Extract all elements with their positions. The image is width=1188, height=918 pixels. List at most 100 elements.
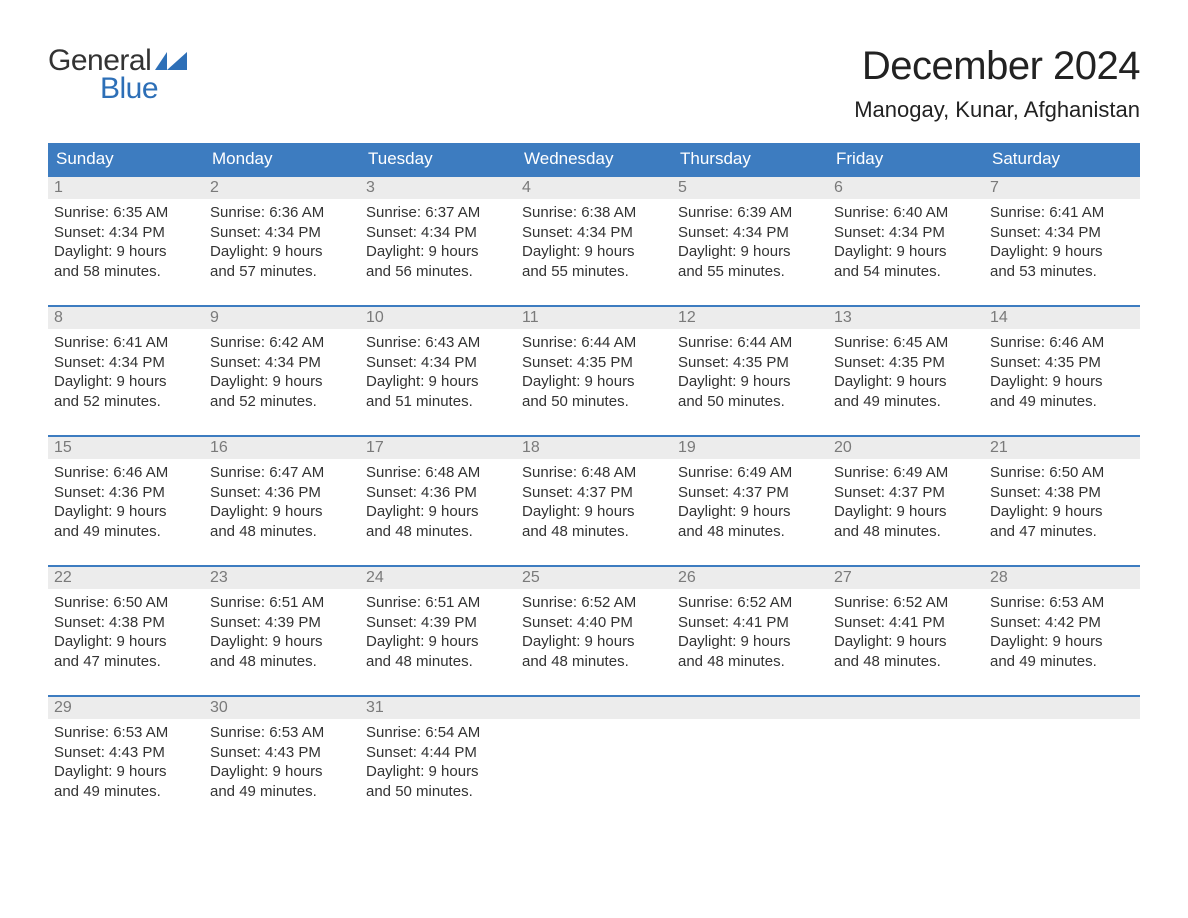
daylight-line2: and 48 minutes. [522, 652, 666, 672]
daylight-line2: and 52 minutes. [210, 392, 354, 412]
week-row: 891011121314Sunrise: 6:41 AMSunset: 4:34… [48, 305, 1140, 411]
daylight-line2: and 48 minutes. [834, 652, 978, 672]
day-number: 16 [204, 437, 360, 459]
day-cell: Sunrise: 6:46 AMSunset: 4:35 PMDaylight:… [984, 329, 1140, 411]
topbar: General Blue December 2024 Manogay, Kuna… [48, 44, 1140, 123]
daylight-line2: and 52 minutes. [54, 392, 198, 412]
day-cell: Sunrise: 6:47 AMSunset: 4:36 PMDaylight:… [204, 459, 360, 541]
daylight-line2: and 49 minutes. [990, 652, 1134, 672]
daylight-line1: Daylight: 9 hours [678, 632, 822, 652]
day-cell: Sunrise: 6:45 AMSunset: 4:35 PMDaylight:… [828, 329, 984, 411]
day-number: 11 [516, 307, 672, 329]
sunrise-text: Sunrise: 6:41 AM [54, 333, 198, 353]
day-cell: Sunrise: 6:39 AMSunset: 4:34 PMDaylight:… [672, 199, 828, 281]
week-row: 15161718192021Sunrise: 6:46 AMSunset: 4:… [48, 435, 1140, 541]
day-number: 31 [360, 697, 516, 719]
daylight-line2: and 48 minutes. [522, 522, 666, 542]
daylight-line1: Daylight: 9 hours [834, 502, 978, 522]
sunset-text: Sunset: 4:41 PM [834, 613, 978, 633]
day-number [672, 697, 828, 719]
sunset-text: Sunset: 4:35 PM [678, 353, 822, 373]
sunset-text: Sunset: 4:40 PM [522, 613, 666, 633]
daylight-line1: Daylight: 9 hours [990, 502, 1134, 522]
daylight-line1: Daylight: 9 hours [366, 502, 510, 522]
sunset-text: Sunset: 4:39 PM [366, 613, 510, 633]
day-number: 1 [48, 177, 204, 199]
daylight-line2: and 47 minutes. [990, 522, 1134, 542]
day-number: 21 [984, 437, 1140, 459]
day-number: 26 [672, 567, 828, 589]
sunset-text: Sunset: 4:34 PM [210, 223, 354, 243]
day-cell: Sunrise: 6:54 AMSunset: 4:44 PMDaylight:… [360, 719, 516, 801]
daylight-line1: Daylight: 9 hours [834, 372, 978, 392]
sunset-text: Sunset: 4:37 PM [522, 483, 666, 503]
sunrise-text: Sunrise: 6:39 AM [678, 203, 822, 223]
daylight-line1: Daylight: 9 hours [678, 502, 822, 522]
week-row: 293031Sunrise: 6:53 AMSunset: 4:43 PMDay… [48, 695, 1140, 801]
daylight-line1: Daylight: 9 hours [834, 242, 978, 262]
sunset-text: Sunset: 4:36 PM [54, 483, 198, 503]
day-number: 22 [48, 567, 204, 589]
daylight-line1: Daylight: 9 hours [54, 502, 198, 522]
sunset-text: Sunset: 4:38 PM [990, 483, 1134, 503]
sunset-text: Sunset: 4:39 PM [210, 613, 354, 633]
sunrise-text: Sunrise: 6:37 AM [366, 203, 510, 223]
daylight-line1: Daylight: 9 hours [678, 242, 822, 262]
day-number: 19 [672, 437, 828, 459]
daylight-line1: Daylight: 9 hours [366, 762, 510, 782]
sunrise-text: Sunrise: 6:40 AM [834, 203, 978, 223]
day-cell: Sunrise: 6:48 AMSunset: 4:36 PMDaylight:… [360, 459, 516, 541]
sunrise-text: Sunrise: 6:35 AM [54, 203, 198, 223]
weekday-header: Tuesday [360, 143, 516, 175]
daylight-line1: Daylight: 9 hours [990, 242, 1134, 262]
day-number: 25 [516, 567, 672, 589]
sunset-text: Sunset: 4:34 PM [54, 353, 198, 373]
daylight-line2: and 50 minutes. [522, 392, 666, 412]
sunset-text: Sunset: 4:34 PM [522, 223, 666, 243]
day-number: 27 [828, 567, 984, 589]
sunset-text: Sunset: 4:34 PM [834, 223, 978, 243]
sunrise-text: Sunrise: 6:50 AM [54, 593, 198, 613]
daylight-line2: and 48 minutes. [834, 522, 978, 542]
day-number-row: 891011121314 [48, 307, 1140, 329]
weekday-header: Friday [828, 143, 984, 175]
sunset-text: Sunset: 4:44 PM [366, 743, 510, 763]
daylight-line2: and 56 minutes. [366, 262, 510, 282]
sunset-text: Sunset: 4:35 PM [990, 353, 1134, 373]
day-cell: Sunrise: 6:50 AMSunset: 4:38 PMDaylight:… [984, 459, 1140, 541]
day-cell: Sunrise: 6:51 AMSunset: 4:39 PMDaylight:… [204, 589, 360, 671]
day-number-row: 1234567 [48, 177, 1140, 199]
day-number: 14 [984, 307, 1140, 329]
daylight-line1: Daylight: 9 hours [54, 762, 198, 782]
daylight-line2: and 48 minutes. [210, 652, 354, 672]
sunrise-text: Sunrise: 6:46 AM [54, 463, 198, 483]
sunrise-text: Sunrise: 6:51 AM [366, 593, 510, 613]
title-block: December 2024 Manogay, Kunar, Afghanista… [854, 44, 1140, 123]
sunset-text: Sunset: 4:34 PM [210, 353, 354, 373]
daylight-line2: and 57 minutes. [210, 262, 354, 282]
sunset-text: Sunset: 4:37 PM [834, 483, 978, 503]
sunrise-text: Sunrise: 6:48 AM [366, 463, 510, 483]
day-number: 5 [672, 177, 828, 199]
daylight-line2: and 49 minutes. [54, 522, 198, 542]
daylight-line1: Daylight: 9 hours [678, 372, 822, 392]
day-number: 7 [984, 177, 1140, 199]
daylight-line1: Daylight: 9 hours [210, 762, 354, 782]
weekday-header-row: SundayMondayTuesdayWednesdayThursdayFrid… [48, 143, 1140, 175]
daylight-line1: Daylight: 9 hours [366, 632, 510, 652]
day-cell: Sunrise: 6:53 AMSunset: 4:43 PMDaylight:… [48, 719, 204, 801]
sunset-text: Sunset: 4:34 PM [678, 223, 822, 243]
sunset-text: Sunset: 4:43 PM [54, 743, 198, 763]
day-cell: Sunrise: 6:52 AMSunset: 4:41 PMDaylight:… [828, 589, 984, 671]
sunrise-text: Sunrise: 6:36 AM [210, 203, 354, 223]
daylight-line1: Daylight: 9 hours [210, 242, 354, 262]
sunrise-text: Sunrise: 6:41 AM [990, 203, 1134, 223]
sunset-text: Sunset: 4:42 PM [990, 613, 1134, 633]
day-number: 29 [48, 697, 204, 719]
day-number: 20 [828, 437, 984, 459]
day-number: 18 [516, 437, 672, 459]
daylight-line2: and 48 minutes. [366, 522, 510, 542]
daylight-line2: and 53 minutes. [990, 262, 1134, 282]
day-cell: Sunrise: 6:53 AMSunset: 4:42 PMDaylight:… [984, 589, 1140, 671]
sunset-text: Sunset: 4:36 PM [210, 483, 354, 503]
